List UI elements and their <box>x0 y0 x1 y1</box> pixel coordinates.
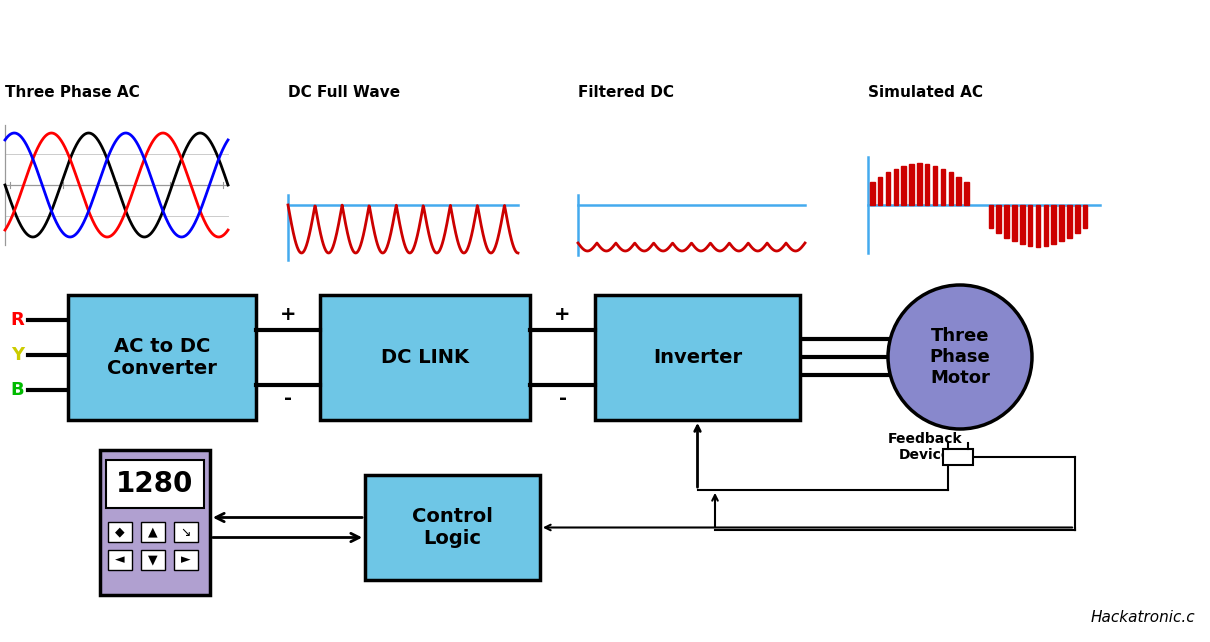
Bar <box>365 475 540 580</box>
Bar <box>1043 205 1048 247</box>
Text: Control
Logic: Control Logic <box>413 507 492 548</box>
Bar <box>108 550 132 570</box>
Bar <box>997 205 1001 233</box>
Bar <box>933 166 938 205</box>
Text: ↘: ↘ <box>180 526 191 539</box>
Text: Three
Phase
Motor: Three Phase Motor <box>929 327 990 386</box>
Bar <box>106 460 204 508</box>
Text: DC LINK: DC LINK <box>381 348 469 367</box>
Bar <box>142 522 165 542</box>
Bar <box>1004 205 1009 238</box>
Text: Three Phase AC: Three Phase AC <box>5 85 139 100</box>
Bar <box>1036 205 1041 247</box>
Bar <box>1067 205 1072 238</box>
Bar <box>886 173 891 205</box>
Text: +: + <box>554 305 571 324</box>
Bar <box>595 295 800 420</box>
Bar <box>1013 205 1016 241</box>
Bar <box>319 295 530 420</box>
Bar <box>909 164 914 205</box>
Text: ▲: ▲ <box>148 526 157 539</box>
Bar <box>108 522 132 542</box>
Text: ▼: ▼ <box>148 553 157 566</box>
Bar <box>893 169 898 205</box>
Text: R: R <box>10 311 24 329</box>
Bar <box>174 522 198 542</box>
Bar <box>917 163 922 205</box>
Text: Y: Y <box>11 346 24 364</box>
Circle shape <box>888 285 1032 429</box>
Text: Filtered DC: Filtered DC <box>578 85 674 100</box>
Bar <box>964 182 969 205</box>
Bar <box>877 177 882 205</box>
Bar <box>956 177 961 205</box>
Bar <box>1051 205 1056 245</box>
Text: ◄: ◄ <box>115 553 125 566</box>
Bar <box>1083 205 1088 228</box>
Bar <box>924 164 929 205</box>
Text: 1280: 1280 <box>116 470 194 498</box>
Bar <box>174 550 198 570</box>
Bar <box>142 550 165 570</box>
Bar <box>940 169 945 205</box>
Bar <box>949 173 953 205</box>
Bar <box>100 450 211 595</box>
Bar <box>943 449 973 465</box>
Bar <box>870 182 875 205</box>
Text: Simulated AC: Simulated AC <box>868 85 983 100</box>
Bar <box>901 166 906 205</box>
Bar <box>1074 205 1079 233</box>
Bar <box>1059 205 1064 241</box>
Bar <box>1020 205 1025 245</box>
Text: +: + <box>280 305 296 324</box>
Text: ►: ► <box>182 553 191 566</box>
Text: Feedback
Device: Feedback Device <box>888 432 962 462</box>
Bar <box>68 295 257 420</box>
Bar <box>989 205 993 228</box>
Text: Hackatronic.c: Hackatronic.c <box>1090 610 1195 625</box>
Text: DC Full Wave: DC Full Wave <box>288 85 401 100</box>
Bar <box>1028 205 1032 247</box>
Text: ◆: ◆ <box>115 526 125 539</box>
Text: AC to DC
Converter: AC to DC Converter <box>106 337 217 378</box>
Text: -: - <box>559 389 566 408</box>
Text: Inverter: Inverter <box>653 348 742 367</box>
Text: B: B <box>11 381 24 399</box>
Text: -: - <box>284 389 292 408</box>
